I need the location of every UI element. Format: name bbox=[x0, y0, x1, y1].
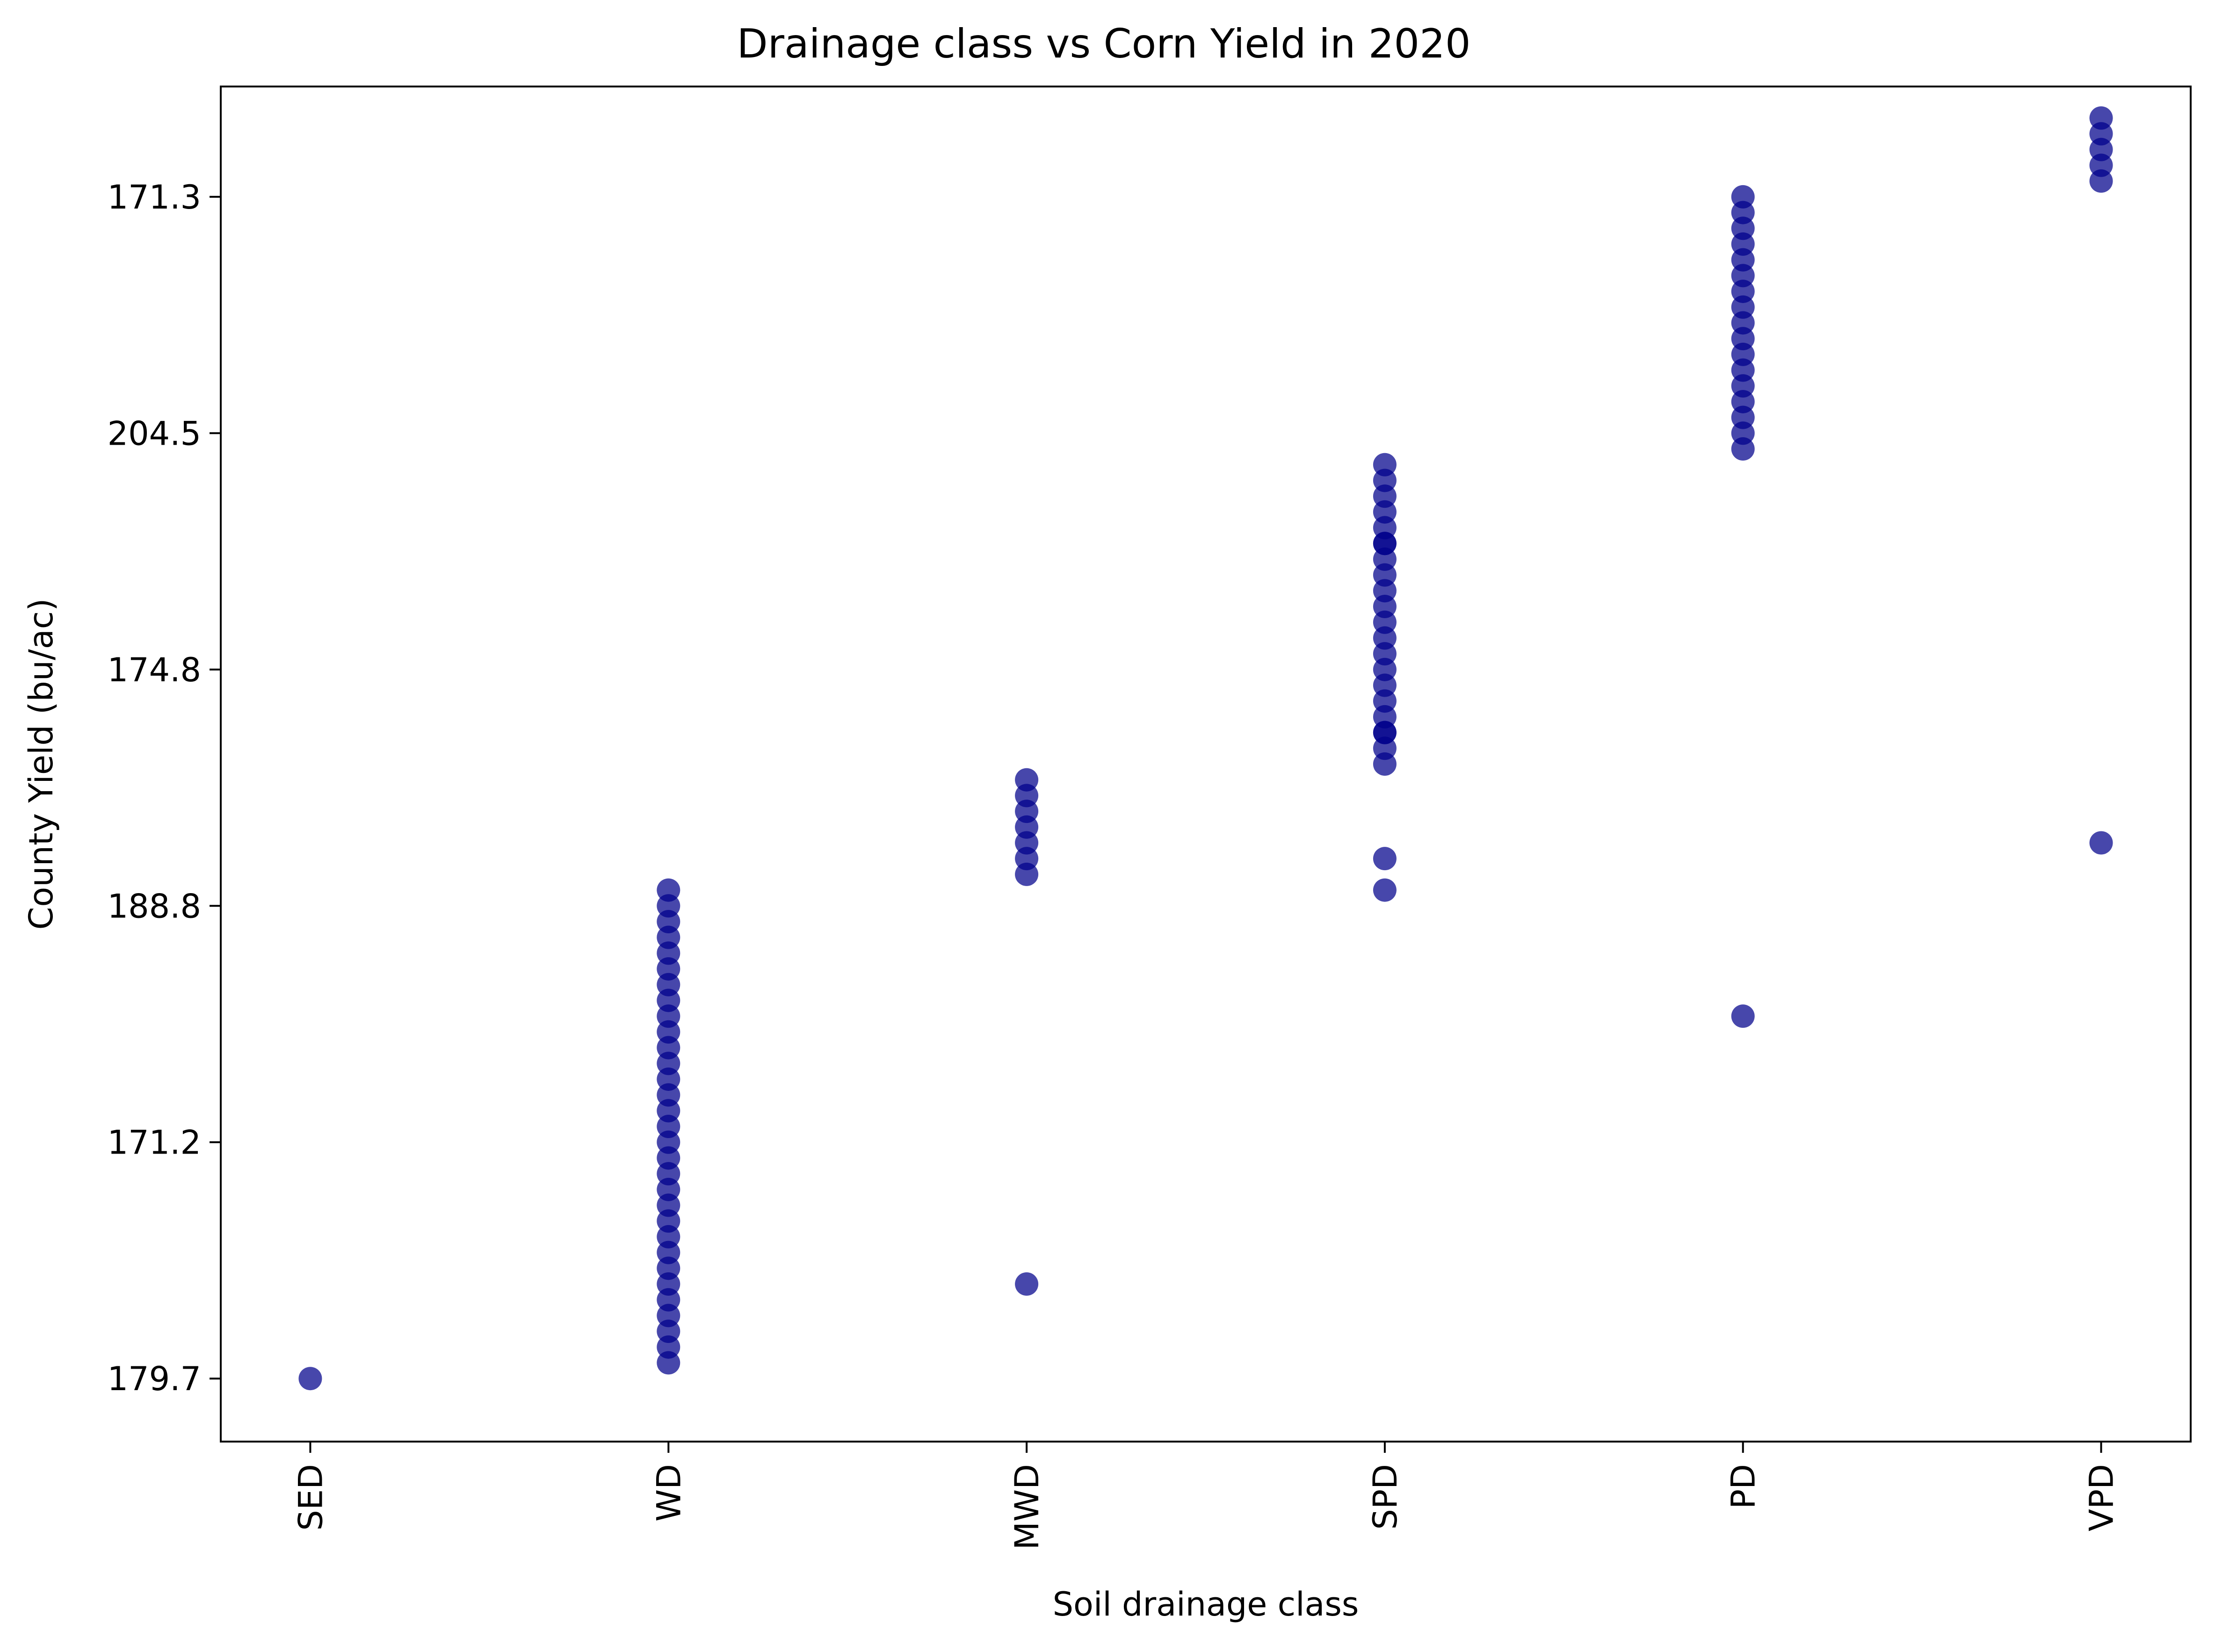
data-point bbox=[1015, 862, 1039, 886]
x-axis-label: Soil drainage class bbox=[1053, 1585, 1359, 1623]
x-tick-label: MWD bbox=[1008, 1464, 1046, 1550]
data-point bbox=[298, 1367, 322, 1391]
data-point bbox=[1373, 878, 1397, 902]
x-tick-label: WD bbox=[650, 1464, 688, 1522]
y-tick-label: 204.5 bbox=[108, 414, 201, 453]
data-point bbox=[1731, 437, 1755, 461]
x-tick-label: SPD bbox=[1366, 1464, 1404, 1530]
y-tick-label: 171.3 bbox=[108, 178, 201, 216]
data-point bbox=[2089, 169, 2113, 193]
x-axis: SED WD MWD SPD PD VPD bbox=[291, 1442, 2121, 1550]
y-tick-label: 174.8 bbox=[108, 651, 201, 689]
data-point bbox=[657, 1351, 680, 1375]
y-tick-label: 188.8 bbox=[108, 887, 201, 925]
data-point bbox=[2089, 831, 2113, 855]
chart-title: Drainage class vs Corn Yield in 2020 bbox=[737, 21, 1470, 67]
data-point bbox=[1015, 1272, 1039, 1296]
data-points bbox=[298, 106, 2113, 1391]
x-tick-label: VPD bbox=[2083, 1464, 2121, 1531]
y-axis: 171.3 204.5 174.8 188.8 171.2 179.7 bbox=[108, 178, 221, 1398]
x-tick-label: PD bbox=[1724, 1464, 1763, 1509]
data-point bbox=[1373, 752, 1397, 776]
y-tick-label: 179.7 bbox=[108, 1360, 201, 1398]
plot-area-frame bbox=[220, 86, 2192, 1443]
y-tick-label: 171.2 bbox=[108, 1124, 201, 1162]
data-point bbox=[1373, 847, 1397, 871]
data-point bbox=[1731, 1004, 1755, 1028]
y-axis-label: County Yield (bu/ac) bbox=[22, 599, 60, 930]
x-tick-label: SED bbox=[291, 1464, 330, 1531]
